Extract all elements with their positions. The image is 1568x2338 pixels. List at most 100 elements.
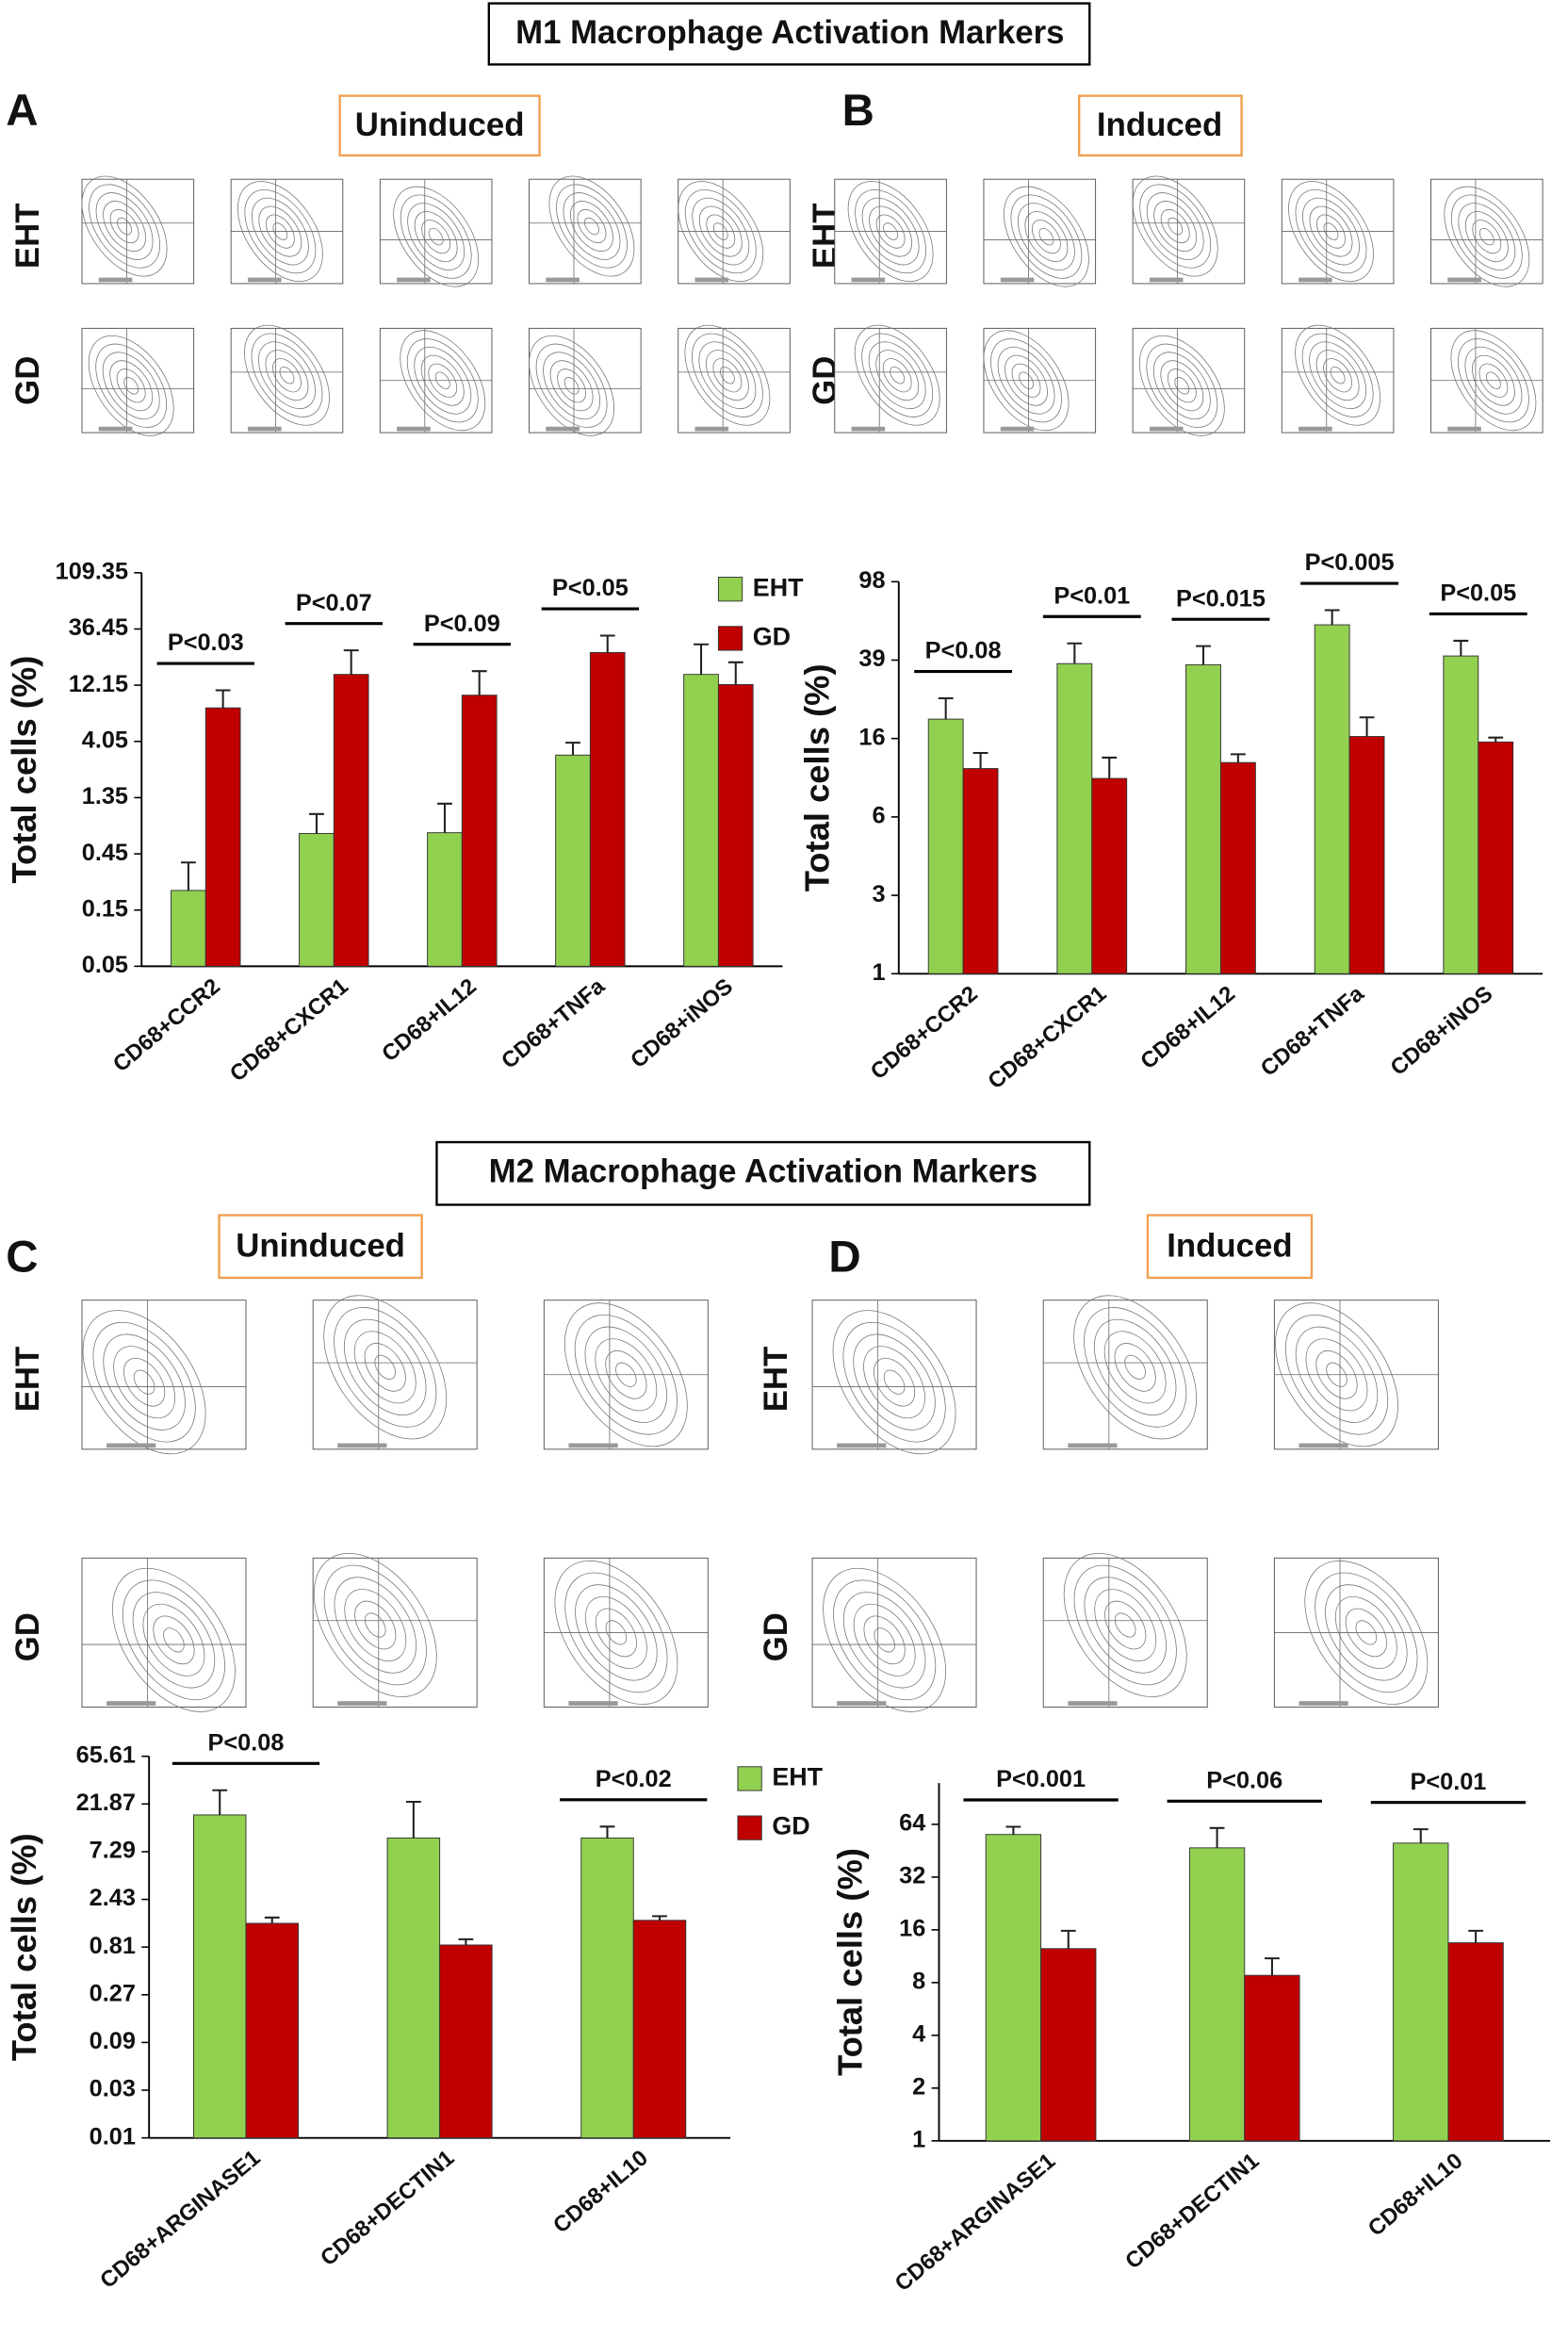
x-tick-label: CD68+IL10 xyxy=(1364,2149,1467,2241)
flow-plot xyxy=(1430,178,1544,285)
contour xyxy=(353,1331,416,1404)
contour xyxy=(92,1321,196,1443)
p-value: P<0.001 xyxy=(996,1766,1086,1792)
p-value: P<0.05 xyxy=(552,575,629,601)
p-value: P<0.03 xyxy=(168,629,244,656)
contour xyxy=(863,1615,906,1665)
contour xyxy=(421,220,451,254)
contour xyxy=(546,426,580,432)
error-bar xyxy=(565,742,580,756)
y-axis-label: Total cells (%) xyxy=(5,656,43,884)
contour xyxy=(163,1627,185,1653)
contour xyxy=(874,1627,895,1653)
legend-label: GD xyxy=(772,1812,809,1840)
contour xyxy=(605,1350,647,1399)
error-bar xyxy=(652,1915,667,1921)
legend-swatch xyxy=(717,577,743,602)
error-bar xyxy=(1196,645,1211,665)
contour xyxy=(244,324,330,426)
contour xyxy=(123,1357,166,1407)
bar-chart: 1 2 4 8 16 32 64 Total cells (%) CD68+ARGINASE1 P… xyxy=(830,1766,1551,2297)
contour xyxy=(706,214,736,249)
condition-box xyxy=(1078,94,1243,157)
contour xyxy=(1472,354,1515,406)
error-bar xyxy=(599,634,615,653)
row-label: GD xyxy=(10,1612,46,1661)
contour xyxy=(1478,363,1509,398)
bar xyxy=(1185,663,1221,974)
flow-plot xyxy=(529,327,642,433)
contour xyxy=(1301,333,1374,417)
contour xyxy=(563,192,621,260)
bar xyxy=(1244,1974,1300,2142)
contour xyxy=(1295,188,1367,274)
bar xyxy=(1188,1847,1246,2142)
contour xyxy=(875,350,920,401)
contour xyxy=(364,1343,406,1392)
y-tick-label: 0.03 xyxy=(90,2076,136,2102)
contour xyxy=(684,188,757,274)
contour xyxy=(678,181,764,283)
bar xyxy=(717,683,754,967)
bar xyxy=(1393,1842,1449,2142)
contour xyxy=(557,368,586,403)
contour xyxy=(397,277,431,283)
contour xyxy=(1316,214,1346,249)
contour xyxy=(1330,366,1346,384)
contour xyxy=(1011,363,1041,398)
bar xyxy=(555,754,591,967)
legend-label: EHT xyxy=(753,573,804,601)
contour xyxy=(705,350,749,401)
x-tick-label: CD68+CXCR1 xyxy=(984,982,1111,1094)
bar xyxy=(1443,655,1479,974)
contour xyxy=(393,186,480,287)
contour xyxy=(1149,426,1184,432)
contour xyxy=(875,214,906,249)
contour xyxy=(1458,203,1516,270)
bar xyxy=(171,890,206,967)
panel-label: D xyxy=(828,1233,860,1283)
contour xyxy=(1298,1701,1348,1706)
contour xyxy=(400,330,486,432)
contour xyxy=(855,188,926,274)
bar xyxy=(589,651,626,967)
bar xyxy=(1447,1942,1504,2142)
bar xyxy=(1040,1948,1097,2142)
error-bar xyxy=(181,861,196,891)
contour xyxy=(98,277,133,283)
contour xyxy=(554,1560,678,1705)
contour xyxy=(575,1584,658,1681)
contour xyxy=(568,1443,618,1448)
contour xyxy=(1302,197,1360,266)
x-tick-label: CD68+iNOS xyxy=(627,974,738,1073)
contour xyxy=(1138,335,1225,436)
contour xyxy=(847,181,934,283)
bar-chart: 1 3 6 16 39 98 Total cells (%) CD68+CCR2 P<0.08 C… xyxy=(798,549,1544,1094)
contour xyxy=(323,1564,427,1686)
flow-plot xyxy=(230,327,344,433)
contour xyxy=(595,1338,658,1412)
contour xyxy=(712,358,743,393)
contour xyxy=(251,197,309,266)
error-bar xyxy=(215,689,231,709)
error-bar xyxy=(694,643,709,675)
contour xyxy=(1309,341,1367,409)
y-tick-label: 2 xyxy=(912,2074,925,2101)
contour xyxy=(861,333,934,417)
contour xyxy=(397,426,431,432)
panel-label: B xyxy=(842,86,874,136)
x-tick-label: CD68+IL12 xyxy=(378,974,482,1067)
y-tick-label: 64 xyxy=(899,1810,925,1837)
error-bar xyxy=(599,1825,615,1839)
p-value: P<0.09 xyxy=(424,611,500,637)
contour xyxy=(272,358,302,393)
panel-label: C xyxy=(6,1233,38,1283)
contour xyxy=(692,197,750,266)
contour xyxy=(1304,1560,1429,1705)
y-tick-label: 0.81 xyxy=(90,1933,136,1959)
contour xyxy=(1149,277,1184,283)
bar xyxy=(985,1834,1042,2142)
contour xyxy=(684,324,771,426)
contour xyxy=(1003,186,1089,287)
flow-plot xyxy=(811,1557,977,1708)
